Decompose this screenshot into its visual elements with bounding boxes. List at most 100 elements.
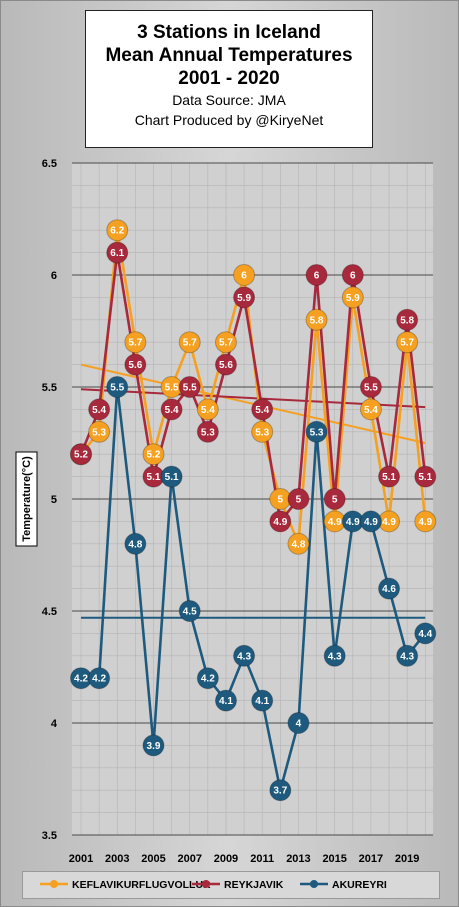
data-label: 5.7 — [128, 338, 142, 349]
legend-label: KEFLAVIKURFLUGVOLLUR — [72, 879, 211, 891]
data-point — [106, 376, 129, 398]
data-point — [414, 465, 437, 488]
data-label: 5.4 — [165, 405, 179, 416]
data-point — [287, 532, 310, 555]
y-tick-label: 4.5 — [42, 606, 57, 618]
data-label: 4 — [296, 719, 302, 730]
legend-label: AKUREYRI — [332, 879, 387, 891]
data-label: 6 — [350, 271, 356, 282]
data-label: 6.1 — [110, 248, 124, 259]
data-point — [396, 308, 419, 331]
data-label: 5 — [278, 495, 284, 506]
data-point — [341, 264, 364, 286]
data-label: 5.5 — [183, 383, 197, 394]
data-point — [124, 331, 147, 354]
data-point — [88, 667, 111, 690]
data-point — [414, 510, 437, 533]
data-point — [196, 398, 219, 421]
data-point — [359, 376, 382, 398]
data-point — [378, 577, 401, 600]
data-label: 4.9 — [328, 517, 342, 528]
x-tick-label: 2003 — [105, 853, 129, 865]
data-point — [142, 443, 165, 466]
data-point — [287, 712, 310, 734]
data-label: 4.1 — [219, 696, 233, 707]
data-point — [178, 376, 201, 398]
data-label: 6 — [314, 271, 320, 282]
series-line — [79, 251, 427, 523]
data-label: 5.7 — [219, 338, 233, 349]
x-tick-label: 2001 — [69, 853, 93, 865]
data-label: 5.7 — [400, 338, 414, 349]
x-tick-label: 2013 — [286, 853, 310, 865]
data-point — [305, 420, 328, 443]
data-point — [414, 622, 437, 645]
data-point — [305, 264, 328, 286]
title-box: 3 Stations in Iceland Mean Annual Temper… — [85, 10, 373, 148]
y-axis-title: Temperature(°C) — [21, 456, 33, 542]
data-label: 5.5 — [165, 383, 179, 394]
data-label: 5 — [332, 495, 338, 506]
data-label: 5.1 — [147, 472, 161, 483]
chart-title-line1: 3 Stations in Iceland — [137, 22, 321, 43]
data-label: 5.6 — [128, 360, 142, 371]
legend-label: REYKJAVIK — [224, 879, 284, 891]
data-label: 5.8 — [400, 315, 414, 326]
x-tick-label: 2019 — [395, 853, 419, 865]
data-label: 5.3 — [255, 427, 269, 438]
data-label: 5.8 — [310, 315, 324, 326]
data-label: 3.7 — [273, 786, 287, 797]
data-label: 5.1 — [382, 472, 396, 483]
data-point — [178, 600, 201, 622]
data-label: 5.4 — [201, 405, 215, 416]
data-label: 5.7 — [183, 338, 197, 349]
data-label: 6.2 — [110, 226, 124, 237]
data-point — [269, 510, 292, 533]
x-axis-ticks: 2001 2003 2005 2007 2009 2011 2013 2015 2017 2019 — [69, 853, 420, 865]
data-label: 4.5 — [183, 607, 197, 618]
data-label: 5.2 — [147, 450, 161, 461]
y-axis-title-group: Temperature(°C) — [15, 451, 38, 547]
data-point — [305, 308, 328, 331]
data-label: 5.9 — [346, 293, 360, 304]
data-point — [88, 420, 111, 443]
data-point — [323, 488, 346, 510]
data-label: 4.3 — [328, 651, 342, 662]
y-tick-label: 3.5 — [42, 830, 57, 842]
data-label: 4.2 — [74, 674, 88, 685]
data-label: 4.9 — [364, 517, 378, 528]
data-point — [160, 465, 183, 488]
data-label: 5.6 — [219, 360, 233, 371]
data-point — [124, 353, 147, 376]
y-tick-label: 5.5 — [42, 382, 57, 394]
data-point — [142, 734, 165, 757]
data-label: 4.9 — [418, 517, 432, 528]
data-label: 4.6 — [382, 584, 396, 595]
data-point — [396, 644, 419, 667]
data-point — [214, 353, 237, 376]
data-label: 4.4 — [418, 629, 432, 640]
data-label: 4.9 — [382, 517, 396, 528]
data-label: 4.1 — [255, 696, 269, 707]
data-label: 4.2 — [92, 674, 106, 685]
data-point — [196, 420, 219, 443]
y-axis-ticks: 3.5 4 4.5 5 5.5 6 6.5 — [42, 158, 58, 842]
data-point — [233, 264, 256, 286]
data-label: 4.2 — [201, 674, 215, 685]
data-label: 5.1 — [165, 472, 179, 483]
legend — [22, 871, 440, 899]
data-point — [251, 420, 274, 443]
data-point — [378, 465, 401, 488]
data-point — [359, 398, 382, 421]
data-point — [88, 398, 111, 421]
data-point — [323, 644, 346, 667]
data-point — [214, 331, 237, 354]
data-point — [396, 331, 419, 354]
data-label: 5.5 — [364, 383, 378, 394]
data-label: 5.4 — [364, 405, 378, 416]
x-tick-label: 2017 — [359, 853, 383, 865]
data-point — [106, 219, 129, 242]
data-label: 4.9 — [346, 517, 360, 528]
data-point — [251, 689, 274, 712]
y-tick-label: 6.5 — [42, 158, 57, 170]
